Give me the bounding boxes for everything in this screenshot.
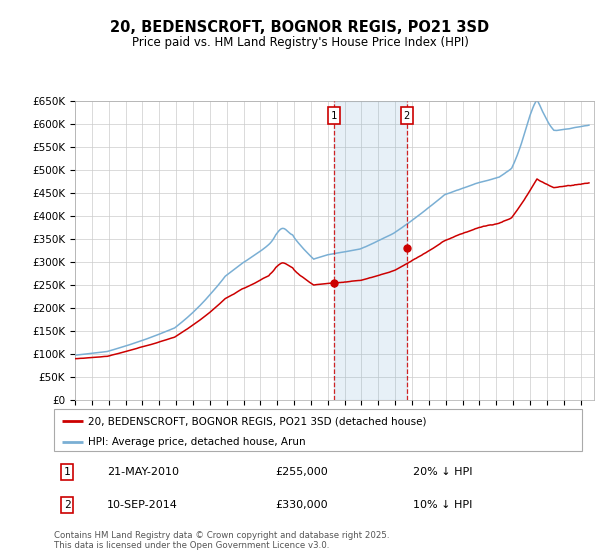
Text: 10% ↓ HPI: 10% ↓ HPI <box>413 500 472 510</box>
Text: £330,000: £330,000 <box>276 500 328 510</box>
Text: HPI: Average price, detached house, Arun: HPI: Average price, detached house, Arun <box>88 437 306 446</box>
Text: 20, BEDENSCROFT, BOGNOR REGIS, PO21 3SD: 20, BEDENSCROFT, BOGNOR REGIS, PO21 3SD <box>110 20 490 35</box>
Text: Contains HM Land Registry data © Crown copyright and database right 2025.
This d: Contains HM Land Registry data © Crown c… <box>54 531 389 550</box>
Text: 1: 1 <box>331 110 337 120</box>
Bar <box>334 101 407 400</box>
Text: 2: 2 <box>64 500 71 510</box>
FancyBboxPatch shape <box>54 409 582 451</box>
Text: 2: 2 <box>404 110 410 120</box>
Text: 20% ↓ HPI: 20% ↓ HPI <box>413 467 473 477</box>
Text: Price paid vs. HM Land Registry's House Price Index (HPI): Price paid vs. HM Land Registry's House … <box>131 36 469 49</box>
Text: 21-MAY-2010: 21-MAY-2010 <box>107 467 179 477</box>
Text: £255,000: £255,000 <box>276 467 329 477</box>
Text: 10-SEP-2014: 10-SEP-2014 <box>107 500 178 510</box>
Text: 1: 1 <box>64 467 71 477</box>
Text: 20, BEDENSCROFT, BOGNOR REGIS, PO21 3SD (detached house): 20, BEDENSCROFT, BOGNOR REGIS, PO21 3SD … <box>88 417 427 426</box>
